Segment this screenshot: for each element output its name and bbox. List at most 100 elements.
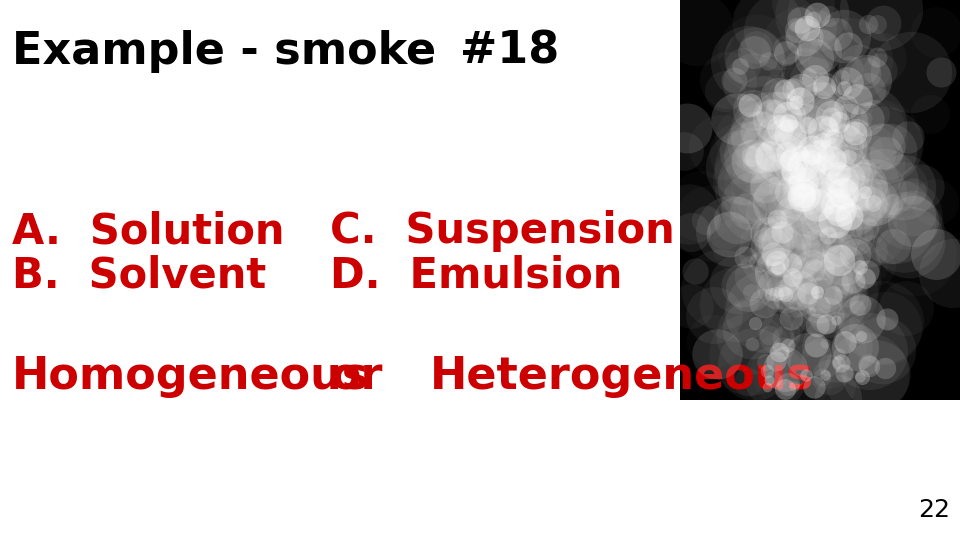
Point <box>834 72 850 81</box>
Point <box>783 209 799 218</box>
Point <box>847 342 862 351</box>
Point <box>796 43 811 51</box>
Point <box>860 120 876 129</box>
Point <box>835 189 851 198</box>
Point <box>828 179 843 188</box>
Point <box>776 238 791 246</box>
Point <box>877 323 893 332</box>
Point <box>800 72 815 81</box>
Point <box>836 260 852 269</box>
Point <box>899 303 914 312</box>
Point <box>795 155 810 164</box>
Point <box>730 299 745 308</box>
Point <box>794 85 809 94</box>
Point <box>814 373 829 382</box>
Point <box>825 134 840 143</box>
Point <box>792 16 807 24</box>
Point <box>813 151 828 160</box>
Point <box>823 279 838 287</box>
Point <box>804 152 820 161</box>
Point <box>839 103 854 112</box>
Point <box>829 342 845 351</box>
Point <box>799 189 814 198</box>
Point <box>721 76 736 85</box>
Point <box>823 156 838 165</box>
Point <box>857 69 873 77</box>
Point <box>875 346 890 355</box>
Point <box>805 14 821 23</box>
Point <box>794 87 809 96</box>
Point <box>778 289 793 298</box>
Point <box>798 115 813 124</box>
Point <box>777 137 792 145</box>
Point <box>869 369 884 378</box>
Point <box>837 275 852 284</box>
Point <box>874 318 889 326</box>
Point <box>775 287 790 296</box>
Point <box>753 152 768 161</box>
Point <box>848 232 863 241</box>
Point <box>713 285 729 293</box>
Point <box>847 129 862 138</box>
Point <box>780 154 795 163</box>
Point <box>826 291 841 299</box>
Point <box>760 57 776 66</box>
Point <box>831 168 847 177</box>
Point <box>774 124 789 132</box>
Point <box>862 133 877 141</box>
Point <box>806 74 822 83</box>
Point <box>791 184 806 193</box>
Point <box>818 339 833 348</box>
Point <box>770 91 785 99</box>
Point <box>804 146 820 154</box>
Point <box>789 197 804 205</box>
Point <box>879 314 895 323</box>
Point <box>852 373 867 381</box>
Point <box>809 272 825 280</box>
Point <box>922 109 937 118</box>
Point <box>798 177 813 185</box>
Point <box>693 202 708 211</box>
Point <box>777 294 792 302</box>
Point <box>780 119 796 127</box>
Point <box>865 198 880 207</box>
Point <box>758 367 774 375</box>
Point <box>801 351 816 360</box>
Point <box>860 360 876 368</box>
Point <box>874 5 889 14</box>
Point <box>687 267 703 275</box>
Point <box>812 224 828 233</box>
Point <box>823 112 838 120</box>
Point <box>757 358 773 367</box>
Point <box>860 219 876 228</box>
Point <box>813 280 828 288</box>
Point <box>809 11 825 20</box>
Point <box>766 205 781 213</box>
Point <box>796 190 811 199</box>
Point <box>827 192 842 201</box>
Point <box>852 300 868 308</box>
Point <box>806 78 822 86</box>
Point <box>928 250 944 259</box>
Point <box>749 49 764 58</box>
Point <box>798 152 813 160</box>
Point <box>761 330 777 339</box>
Point <box>818 370 833 379</box>
Point <box>707 311 722 320</box>
Point <box>796 33 811 42</box>
Point <box>852 263 867 272</box>
Point <box>806 54 822 63</box>
Point <box>737 253 753 262</box>
Point <box>818 186 833 195</box>
Point <box>841 118 856 127</box>
Point <box>827 102 842 110</box>
Point <box>868 262 883 271</box>
Point <box>876 140 892 149</box>
Point <box>814 247 829 256</box>
Point <box>839 291 854 300</box>
Point <box>860 86 876 95</box>
Point <box>900 211 916 219</box>
Point <box>828 217 843 225</box>
Point <box>818 79 833 88</box>
Point <box>770 237 785 246</box>
